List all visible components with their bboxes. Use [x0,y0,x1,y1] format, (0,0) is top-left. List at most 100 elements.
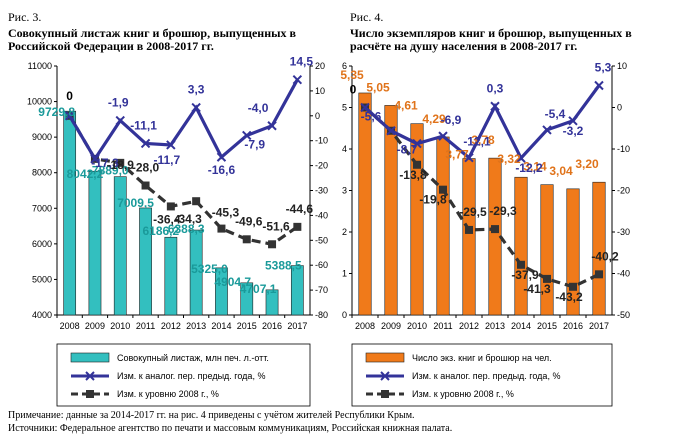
bar-value-label: 4707,1 [240,282,277,296]
prev-year-value-label: -11,1 [130,118,157,132]
right-tick-label: -60 [315,260,328,270]
series-level-2008-point [166,202,175,211]
legend-prev-year-label: Изм. к аналог. пер. предыд. года, % [117,371,265,381]
right-tick-label: -80 [315,310,328,320]
bar-value-label: 7889,0 [92,164,129,178]
legend-bar-label: Число экз. книг и брошюр на чел. [412,353,552,363]
level-2008-value-label: -43,2 [555,290,583,304]
prev-year-value-label: -12,1 [463,135,491,149]
level-2008-value-label: -19,8 [419,193,447,207]
prev-year-value-label: 5,3 [595,61,612,75]
x-tick-label: 2010 [110,321,130,331]
note-text: Примечание: данные за 2014-2017 гг. на р… [8,410,415,421]
bar-value-label: 4,29 [422,112,446,126]
bar-value-label: 6388,3 [168,222,205,236]
right-tick-label: -40 [617,269,630,279]
x-tick-label: 2013 [186,321,206,331]
level-2008-value-label: -45,3 [212,206,240,220]
bar-value-label: 3,78 [471,133,495,147]
series-prev-year-point [542,125,552,135]
bar-value-label: 3,04 [549,164,573,178]
series-prev-year-point [242,130,252,141]
x-tick-label: 2017 [589,321,609,331]
level-2008-value-label: -40,2 [591,249,619,263]
left-tick-label: 11000 [28,61,52,71]
right-tick-label: 10 [315,86,325,96]
legend-bar-label: Совокупный листаж, млн печ. л.-отт. [117,353,269,363]
bar-value-label: 8042,2 [67,167,104,181]
x-tick-label: 2010 [407,321,427,331]
left-tick-label: 4 [342,144,347,154]
right-tick-label: -10 [617,144,630,154]
bar [164,236,178,316]
left-tick-label: 4000 [32,310,52,320]
right-tick-label: -50 [617,310,630,320]
x-tick-label: 2009 [381,321,401,331]
figure4-title-line1: Число экземпляров книг и брошюр, выпущен… [350,26,632,40]
bar-value-label: 3,32 [497,152,521,166]
bar-value-label: 9729,8 [38,105,75,119]
x-tick-label: 2016 [262,321,282,331]
legend-box [56,343,311,407]
series-level-2008-point [141,181,150,190]
right-tick-label: 10 [617,61,627,71]
level-2008-value-label: -34,3 [174,212,202,226]
series-level-2008-point [192,197,201,206]
right-tick-label: 0 [617,103,622,113]
level-2008-value-label: -37,9 [511,268,539,282]
left-tick-label: 6000 [32,239,52,249]
series-level-2008-point [413,160,421,169]
series-level-2008-point [439,185,447,194]
bar [215,267,228,316]
prev-year-value-label: 0 [350,83,357,97]
x-tick-label: 2012 [459,321,479,331]
series-prev-year-line [363,84,601,161]
legend-level-2008-marker [86,390,94,398]
x-tick-label: 2008 [60,321,80,331]
series-level-2008-line [363,106,600,289]
figure4-title-line2: расчёте на душу населения в 2008-2017 гг… [350,39,578,53]
level-2008-value-label: -51,6 [262,219,290,233]
prev-year-value-label: -1,9 [108,96,129,110]
level-2008-value-label: -36,4 [153,212,181,226]
series-level-2008-point [491,225,499,234]
bar-value-label: 7009,5 [117,196,154,210]
series-prev-year-point [568,116,578,126]
level-2008-value-label: -49,6 [235,214,263,228]
legend-bar-swatch [365,352,405,363]
prev-year-value-label: -11,7 [153,153,180,167]
series-prev-year-point [267,121,277,131]
level-2008-value-label: -29,5 [459,205,487,219]
x-tick-label: 2011 [433,321,452,331]
series-level-2008-point [569,282,577,291]
series-prev-year-point [292,74,303,85]
level-2008-value-label: -44,6 [286,202,314,216]
right-tick-label: -70 [315,285,328,295]
x-tick-label: 2017 [287,321,307,331]
series-prev-year-point [216,152,227,162]
level-2008-value-label: -41,3 [523,282,551,296]
left-tick-label: 6 [342,61,347,71]
series-prev-year-point [490,101,500,111]
bar-value-label: 5388,5 [265,259,302,273]
level-2008-value-label: -13,8 [399,168,427,182]
bar [436,136,450,316]
left-tick-label: 8000 [32,168,52,178]
left-tick-label: 9000 [32,132,52,142]
left-tick-label: 7000 [32,203,52,213]
chart-2: 0 1 2 3 4 5 6 -50 -40 -30 -20 -10 0 10 2008 2009 2010 201… [340,61,630,407]
series-level-2008-point [543,274,551,283]
bar [265,289,279,316]
x-tick-label: 2012 [161,321,181,331]
series-level-2008-point [217,224,226,233]
figure4-label: Рис. 4. [350,10,384,24]
prev-year-value-label: 0 [66,89,73,103]
x-tick-label: 2009 [85,321,105,331]
series-prev-year-point [464,153,474,163]
figure4-title: Число экземпляров книг и брошюр, выпущен… [350,27,632,53]
left-tick-label: 10000 [27,97,52,107]
level-2008-value-label: -18,9 [107,158,135,172]
bar [88,170,102,316]
series-level-2008-point [116,158,125,167]
